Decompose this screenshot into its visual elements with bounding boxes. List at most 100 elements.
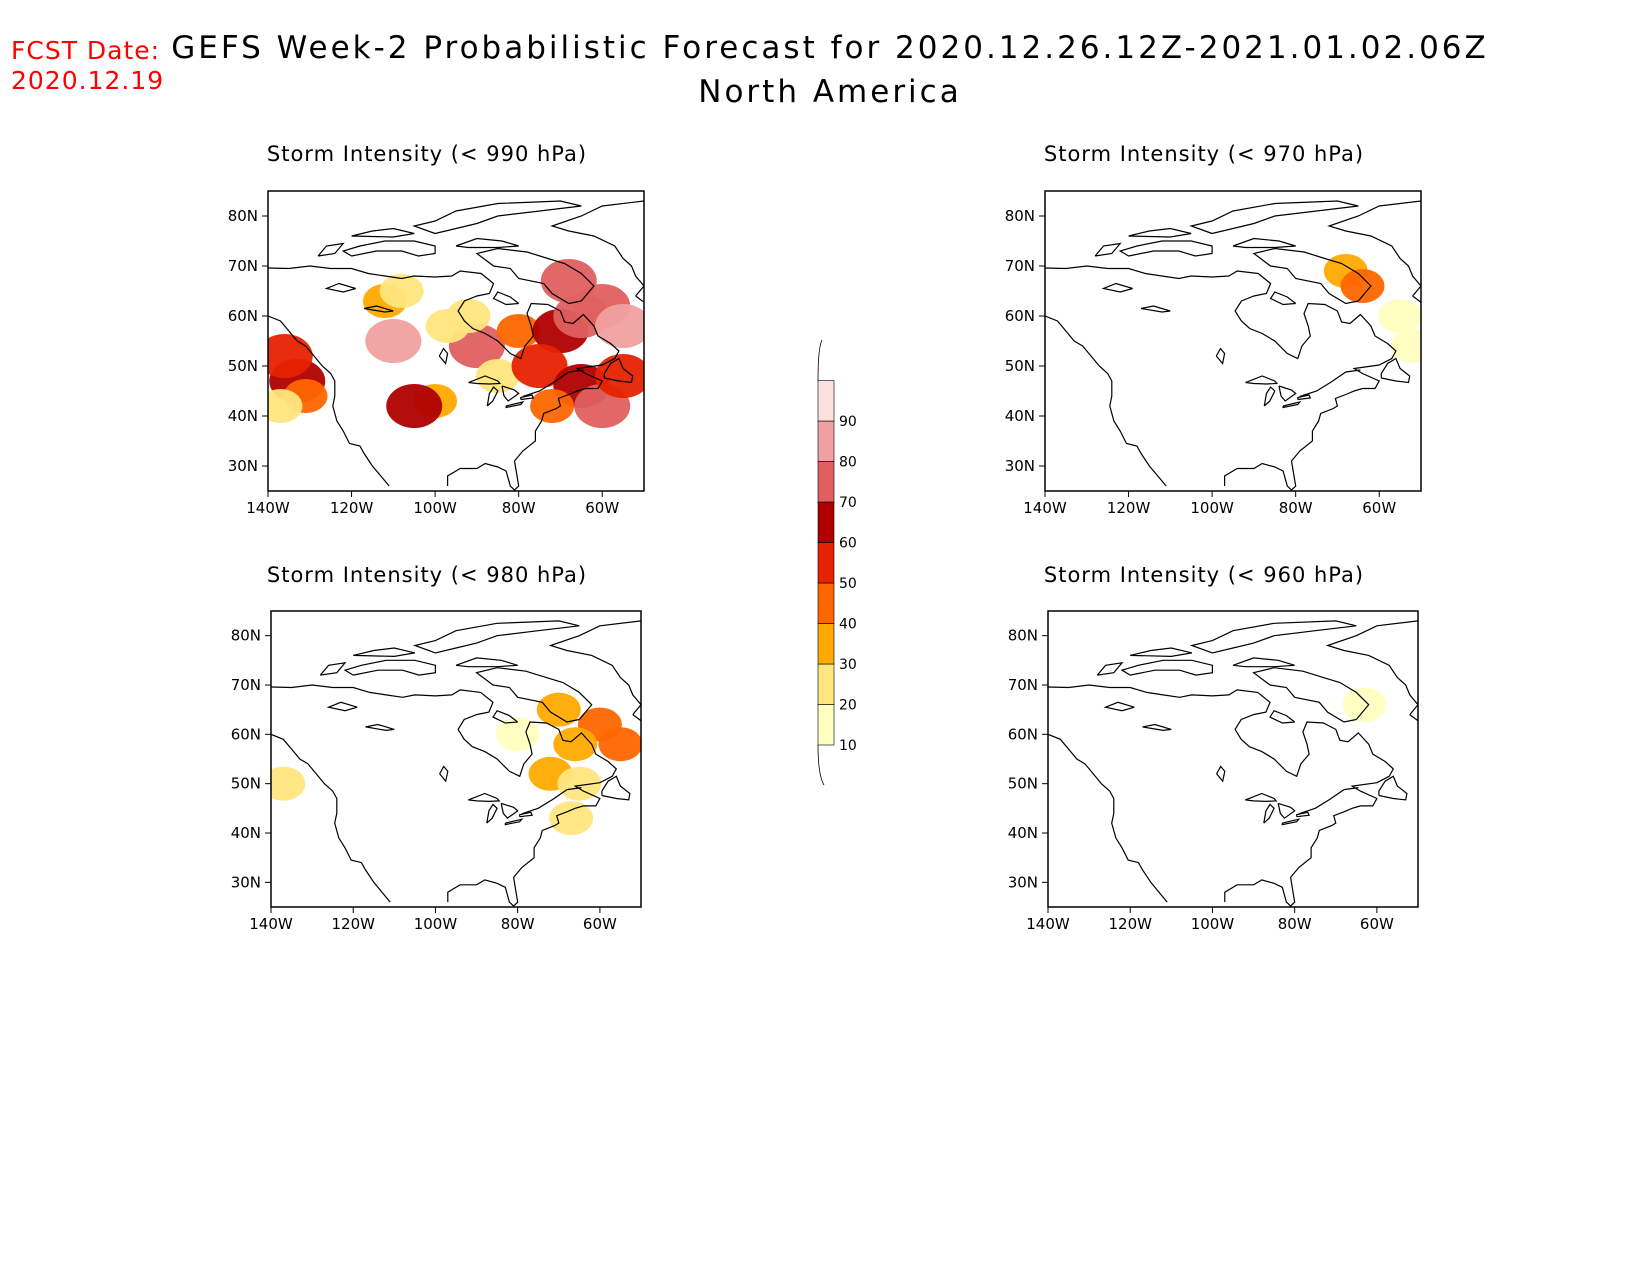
- colorbar-legend: 10 20 30 40 50 60 70 80 90: [817, 339, 857, 786]
- lon-tick-label: 80W: [502, 499, 536, 517]
- colorbar-swatch: [817, 582, 835, 624]
- probability-area: [365, 319, 422, 363]
- map-panel-960: 80N 70N 60N 50N 40N 30N 140W 120W 100W 80W 60W: [1008, 610, 1419, 933]
- probability-area: [1342, 687, 1387, 722]
- lon-tick-label: 120W: [331, 915, 375, 933]
- lat-tick-label: 60N: [1008, 725, 1038, 743]
- lon-tick-label: 140W: [246, 499, 290, 517]
- lon-tick-label: 60W: [585, 499, 619, 517]
- lat-tick-label: 40N: [1008, 824, 1038, 842]
- coastline: [1045, 200, 1421, 491]
- lat-tick-label: 30N: [231, 873, 261, 891]
- lon-tick-label: 100W: [1190, 499, 1234, 517]
- lat-tick-label: 30N: [1008, 873, 1038, 891]
- forecast-date-caption: FCST Date:: [11, 36, 161, 65]
- lat-tick-label: 80N: [228, 207, 258, 225]
- colorbar-swatch: [817, 501, 835, 543]
- probability-area: [1340, 269, 1385, 303]
- lon-tick-label: 140W: [1026, 915, 1070, 933]
- probability-area: [379, 274, 424, 308]
- probability-area: [475, 359, 520, 393]
- lon-tick-label: 60W: [583, 915, 617, 933]
- lat-tick-label: 70N: [1005, 257, 1035, 275]
- colorbar-swatch: [817, 623, 835, 665]
- colorbar-swatch: [817, 704, 835, 746]
- lon-tick-label: 120W: [1107, 499, 1151, 517]
- lat-tick-label: 70N: [228, 257, 258, 275]
- lat-tick-label: 80N: [1005, 207, 1035, 225]
- probability-field: [1045, 200, 1421, 491]
- lat-tick-label: 40N: [228, 407, 258, 425]
- probability-area: [386, 384, 443, 428]
- lon-tick-label: 140W: [1023, 499, 1067, 517]
- map-frame: [1044, 190, 1422, 492]
- probability-area: [1390, 329, 1421, 363]
- map-frame: [1047, 610, 1419, 908]
- lon-tick-label: 100W: [414, 915, 458, 933]
- panel-title-980: Storm Intensity (< 980 hPa): [266, 563, 588, 587]
- lat-tick-label: 70N: [231, 676, 261, 694]
- coastline: [1048, 620, 1418, 907]
- probability-field: [271, 620, 641, 907]
- probability-area: [268, 334, 313, 378]
- coastline: [271, 620, 641, 907]
- probability-field: [268, 200, 644, 491]
- lat-tick-label: 80N: [231, 627, 261, 645]
- lat-tick-label: 30N: [228, 457, 258, 475]
- colorbar-label: 60: [839, 536, 857, 552]
- page-title: GEFS Week-2 Probabilistic Forecast for 2…: [171, 30, 1489, 66]
- lat-tick-label: 50N: [228, 357, 258, 375]
- lat-tick-label: 40N: [1005, 407, 1035, 425]
- map-panel-970: 80N 70N 60N 50N 40N 30N 140W 120W 100W 80W 60W: [1005, 190, 1422, 517]
- colorbar-label: 70: [839, 495, 857, 511]
- colorbar-label: 80: [839, 455, 857, 471]
- probability-area: [553, 727, 598, 762]
- lat-tick-label: 60N: [231, 725, 261, 743]
- colorbar-swatch: [817, 663, 835, 705]
- probability-area: [446, 299, 491, 333]
- lat-tick-label: 60N: [228, 307, 258, 325]
- colorbar-label: 40: [839, 617, 857, 633]
- probability-area: [598, 727, 641, 762]
- lon-tick-label: 80W: [1278, 915, 1312, 933]
- lon-tick-label: 100W: [413, 499, 457, 517]
- probability-field: [1048, 620, 1418, 907]
- probability-area: [511, 344, 568, 388]
- lon-tick-label: 80W: [1279, 499, 1313, 517]
- probability-area: [595, 354, 644, 398]
- forecast-date-value: 2020.12.19: [11, 66, 165, 95]
- lat-tick-label: 50N: [231, 775, 261, 793]
- lon-tick-label: 100W: [1191, 915, 1235, 933]
- colorbar-label: 90: [839, 414, 857, 430]
- page-subtitle: North America: [698, 74, 962, 110]
- panel-title-970: Storm Intensity (< 970 hPa): [1043, 142, 1365, 166]
- panel-title-990: Storm Intensity (< 990 hPa): [266, 142, 588, 166]
- probability-area: [557, 766, 602, 801]
- colorbar-swatch: [817, 461, 835, 503]
- probability-area: [536, 692, 581, 727]
- probability-area: [268, 389, 303, 423]
- lat-tick-label: 60N: [1005, 307, 1035, 325]
- colorbar-swatch: [817, 420, 835, 462]
- forecast-date-label: FCST Date: 2020.12.19: [11, 36, 164, 96]
- lon-tick-label: 120W: [1108, 915, 1152, 933]
- probability-area: [549, 801, 594, 836]
- colorbar-swatch: [817, 380, 835, 422]
- probability-area: [540, 259, 597, 303]
- lat-tick-label: 50N: [1008, 775, 1038, 793]
- colorbar-label: 50: [839, 576, 857, 592]
- probability-area: [595, 304, 644, 348]
- colorbar-label: 30: [839, 657, 857, 673]
- colorbar-label: 20: [839, 698, 857, 714]
- panel-title-960: Storm Intensity (< 960 hPa): [1043, 563, 1365, 587]
- lon-tick-label: 80W: [501, 915, 535, 933]
- lat-tick-label: 70N: [1008, 676, 1038, 694]
- probability-area: [530, 389, 575, 423]
- lat-tick-label: 50N: [1005, 357, 1035, 375]
- lat-tick-label: 40N: [231, 824, 261, 842]
- lat-tick-label: 30N: [1005, 457, 1035, 475]
- map-panel-980: 80N 70N 60N 50N 40N 30N 140W 120W 100W 80W 60W: [231, 610, 642, 933]
- map-frame: [267, 190, 645, 492]
- lat-tick-label: 80N: [1008, 627, 1038, 645]
- probability-area: [1378, 299, 1421, 333]
